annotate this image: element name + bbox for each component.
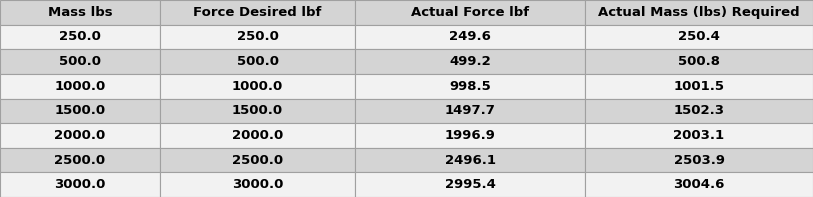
Text: 2500.0: 2500.0 [232, 154, 283, 166]
Text: 1001.5: 1001.5 [673, 80, 724, 93]
Text: 250.0: 250.0 [237, 31, 278, 43]
Text: 499.2: 499.2 [449, 55, 491, 68]
Bar [160, 148, 355, 172]
Bar [0, 172, 160, 197]
Text: 1502.3: 1502.3 [673, 104, 724, 117]
Text: 500.8: 500.8 [678, 55, 720, 68]
Bar [0, 74, 160, 98]
Bar [355, 98, 585, 123]
Text: 249.6: 249.6 [449, 31, 491, 43]
Text: 998.5: 998.5 [449, 80, 491, 93]
Bar [585, 123, 813, 148]
Text: 1996.9: 1996.9 [445, 129, 495, 142]
Bar [585, 0, 813, 25]
Text: 1497.7: 1497.7 [445, 104, 495, 117]
Bar [355, 123, 585, 148]
Text: 2995.4: 2995.4 [445, 178, 495, 191]
Bar [0, 98, 160, 123]
Bar [160, 74, 355, 98]
Text: 2500.0: 2500.0 [54, 154, 106, 166]
Bar [160, 172, 355, 197]
Text: 500.0: 500.0 [237, 55, 279, 68]
Bar [160, 123, 355, 148]
Bar [355, 25, 585, 49]
Bar [585, 148, 813, 172]
Text: Force Desired lbf: Force Desired lbf [193, 6, 322, 19]
Text: 1000.0: 1000.0 [232, 80, 283, 93]
Text: 2003.1: 2003.1 [673, 129, 724, 142]
Bar [160, 25, 355, 49]
Bar [585, 98, 813, 123]
Bar [160, 49, 355, 74]
Text: 500.0: 500.0 [59, 55, 101, 68]
Bar [160, 98, 355, 123]
Text: 250.4: 250.4 [678, 31, 720, 43]
Bar [0, 49, 160, 74]
Text: 250.0: 250.0 [59, 31, 101, 43]
Bar [0, 148, 160, 172]
Text: 1000.0: 1000.0 [54, 80, 106, 93]
Text: 3000.0: 3000.0 [54, 178, 106, 191]
Bar [0, 123, 160, 148]
Text: 3004.6: 3004.6 [673, 178, 724, 191]
Text: 2000.0: 2000.0 [54, 129, 106, 142]
Bar [160, 0, 355, 25]
Text: 3000.0: 3000.0 [232, 178, 283, 191]
Bar [585, 25, 813, 49]
Text: Actual Mass (lbs) Required: Actual Mass (lbs) Required [598, 6, 800, 19]
Bar [0, 25, 160, 49]
Bar [355, 0, 585, 25]
Text: 1500.0: 1500.0 [232, 104, 283, 117]
Bar [0, 0, 160, 25]
Text: Mass lbs: Mass lbs [48, 6, 112, 19]
Text: 1500.0: 1500.0 [54, 104, 106, 117]
Text: 2496.1: 2496.1 [445, 154, 495, 166]
Bar [585, 49, 813, 74]
Bar [355, 148, 585, 172]
Bar [355, 172, 585, 197]
Text: 2000.0: 2000.0 [232, 129, 283, 142]
Bar [585, 172, 813, 197]
Bar [585, 74, 813, 98]
Bar [355, 49, 585, 74]
Bar [355, 74, 585, 98]
Text: Actual Force lbf: Actual Force lbf [411, 6, 529, 19]
Text: 2503.9: 2503.9 [673, 154, 724, 166]
